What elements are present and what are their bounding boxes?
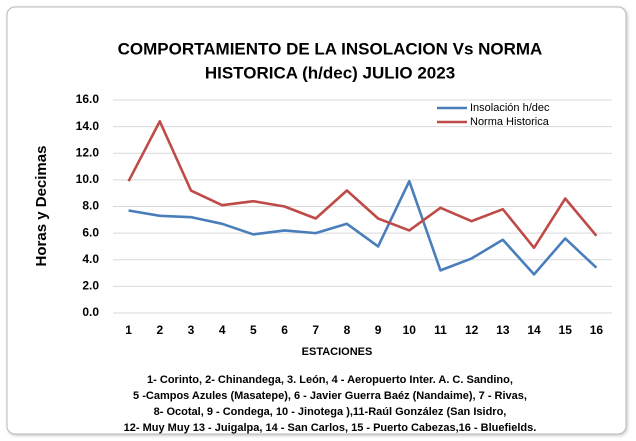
y-tick-label: 0.0 — [82, 305, 99, 319]
data-line — [127, 120, 598, 250]
x-tick-label: 3 — [188, 323, 195, 337]
x-axis-label: ESTACIONES — [302, 346, 373, 358]
x-tick-label: 10 — [403, 323, 417, 337]
footnote: 1- Corinto, 2- Chinandega, 3. León, 4 - … — [147, 374, 513, 386]
legend-label: Insolación h/dec — [470, 102, 550, 114]
footnote: 8- Ocotal, 9 - Condega, 10 - Jinotega ),… — [154, 406, 507, 418]
y-tick-label: 12.0 — [76, 145, 100, 159]
x-tick-label: 11 — [434, 323, 447, 337]
data-line — [128, 179, 598, 276]
y-tick-label: 16.0 — [76, 92, 100, 106]
chart-title: COMPORTAMIENTO DE LA INSOLACION Vs NORMA — [118, 39, 543, 58]
y-tick-label: 4.0 — [82, 252, 99, 266]
x-tick-label: 14 — [527, 323, 541, 337]
x-tick-label: 6 — [281, 323, 288, 337]
chart-title: HISTORICA (h/dec) JULIO 2023 — [205, 63, 455, 82]
legend-label: Norma Historica — [470, 116, 550, 128]
x-tick-label: 13 — [496, 323, 510, 337]
x-tick-label: 8 — [344, 323, 351, 337]
x-tick-label: 16 — [590, 323, 604, 337]
y-tick-label: 6.0 — [82, 225, 99, 239]
chart-frame — [6, 6, 627, 435]
footnote: 5 -Campos Azules (Masatepe), 6 - Javier … — [133, 390, 527, 402]
x-tick-label: 5 — [250, 323, 257, 337]
x-tick-label: 7 — [312, 323, 319, 337]
x-tick-label: 2 — [156, 323, 163, 337]
x-tick-label: 9 — [375, 323, 382, 337]
y-tick-label: 2.0 — [82, 279, 99, 293]
footnote: 12- Muy Muy 13 - Juigalpa, 14 - San Carl… — [124, 422, 537, 434]
y-axis-label: Horas y Decimas — [33, 146, 50, 267]
y-tick-label: 14.0 — [76, 119, 100, 133]
y-tick-label: 8.0 — [82, 199, 99, 213]
x-tick-label: 1 — [125, 323, 132, 337]
x-tick-label: 4 — [219, 323, 226, 337]
y-tick-label: 10.0 — [76, 172, 100, 186]
x-tick-label: 12 — [465, 323, 479, 337]
x-tick-label: 15 — [559, 323, 573, 337]
